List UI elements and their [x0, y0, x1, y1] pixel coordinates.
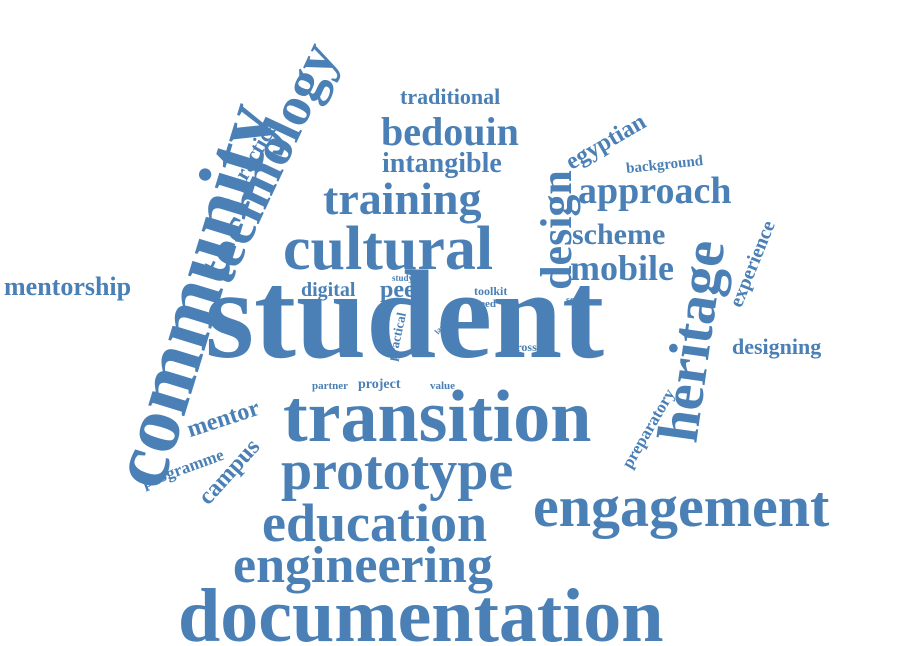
- word-study: study: [392, 273, 414, 283]
- word-traditional: traditional: [400, 84, 501, 109]
- word-scheme: scheme: [572, 218, 666, 251]
- word-mentorship: mentorship: [4, 272, 132, 301]
- word-peer: peer: [380, 277, 426, 303]
- word-designing: designing: [732, 334, 822, 359]
- word-digital: digital: [301, 279, 356, 301]
- word-education: education: [262, 493, 488, 553]
- word-engineering: engineering: [233, 537, 493, 594]
- word-intangible: intangible: [382, 148, 502, 179]
- word-social: social: [566, 295, 590, 306]
- word-student: student: [205, 246, 605, 385]
- word-value: value: [430, 380, 456, 392]
- word-documentation: documentation: [178, 574, 664, 646]
- word-transition: transition: [283, 376, 592, 458]
- word-partner: partner: [312, 380, 349, 392]
- word-approach: approach: [578, 170, 732, 212]
- word-cultural: cultural: [283, 215, 494, 283]
- word-prototype: prototype: [281, 440, 514, 502]
- word-engagement: engagement: [533, 474, 830, 539]
- word-cross: cross: [511, 340, 537, 354]
- word-training: training: [323, 173, 482, 224]
- word-toolkit: toolkit: [474, 284, 508, 298]
- word-project: project: [358, 377, 401, 392]
- word-need: need: [474, 298, 496, 310]
- word-mobile: mobile: [570, 248, 674, 288]
- word-campus: campus: [193, 434, 266, 510]
- word-bedouin: bedouin: [381, 109, 519, 154]
